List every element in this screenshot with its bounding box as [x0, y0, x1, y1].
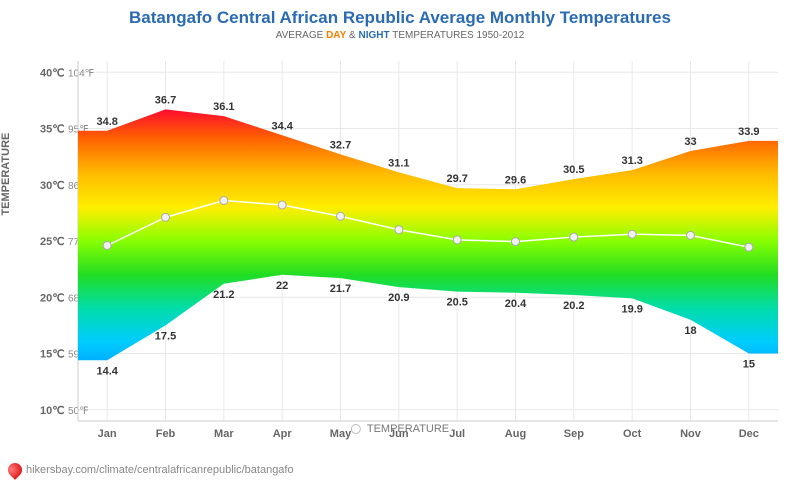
svg-text:25℃: 25℃	[40, 236, 65, 248]
svg-text:36.7: 36.7	[155, 94, 176, 106]
svg-text:40℃: 40℃	[40, 67, 65, 79]
chart-title: Batangafo Central African Republic Avera…	[0, 0, 800, 30]
footer-url: hikersbay.com/climate/centralafricanrepu…	[26, 464, 294, 476]
subtitle-amp: &	[346, 30, 358, 41]
svg-text:10℃: 10℃	[40, 405, 65, 417]
svg-text:Oct: Oct	[623, 428, 642, 440]
svg-text:34.4: 34.4	[271, 120, 293, 132]
svg-text:21.7: 21.7	[330, 283, 351, 295]
subtitle-suffix: TEMPERATURES 1950-2012	[390, 30, 525, 41]
svg-text:Nov: Nov	[680, 428, 702, 440]
svg-text:Jul: Jul	[449, 428, 465, 440]
subtitle-night: NIGHT	[359, 30, 390, 41]
svg-text:35℃: 35℃	[40, 124, 65, 136]
legend: TEMPERATURE	[351, 423, 449, 435]
chart-subtitle: AVERAGE DAY & NIGHT TEMPERATURES 1950-20…	[0, 30, 800, 41]
svg-text:31.3: 31.3	[621, 155, 642, 167]
svg-text:20.2: 20.2	[563, 300, 584, 312]
y-axis-label: TEMPERATURE	[0, 133, 12, 216]
svg-text:30.5: 30.5	[563, 164, 584, 176]
svg-text:22: 22	[276, 280, 288, 292]
svg-text:29.6: 29.6	[505, 174, 526, 186]
svg-text:Dec: Dec	[739, 428, 759, 440]
svg-text:32.7: 32.7	[330, 139, 351, 151]
svg-text:18: 18	[684, 325, 696, 337]
svg-text:Apr: Apr	[273, 428, 293, 440]
svg-text:20℃: 20℃	[40, 292, 65, 304]
legend-marker-icon	[351, 424, 361, 434]
legend-label: TEMPERATURE	[367, 423, 449, 435]
svg-text:19.9: 19.9	[621, 303, 642, 315]
svg-text:15℃: 15℃	[40, 349, 65, 361]
svg-text:17.5: 17.5	[155, 330, 176, 342]
svg-text:20.9: 20.9	[388, 292, 409, 304]
svg-text:20.5: 20.5	[446, 297, 467, 309]
svg-text:14.4: 14.4	[96, 365, 118, 377]
svg-text:May: May	[330, 428, 352, 440]
subtitle-day: DAY	[326, 30, 346, 41]
svg-text:104℉: 104℉	[68, 68, 94, 79]
subtitle-prefix: AVERAGE	[276, 30, 326, 41]
chart-svg: 10℃50℉15℃59℉20℃68℉25℃77℉30℃86℉35℃95℉40℃1…	[0, 41, 800, 461]
svg-text:29.7: 29.7	[446, 173, 467, 185]
svg-text:15: 15	[743, 359, 755, 371]
svg-text:Sep: Sep	[564, 428, 584, 440]
svg-text:Jan: Jan	[98, 428, 117, 440]
svg-text:31.1: 31.1	[388, 157, 409, 169]
svg-text:33.9: 33.9	[738, 126, 759, 138]
svg-text:20.4: 20.4	[505, 298, 527, 310]
svg-text:30℃: 30℃	[40, 180, 65, 192]
svg-text:33: 33	[684, 136, 696, 148]
chart-area: TEMPERATURE 10℃50℉15℃59℉20℃68℉25℃77℉30℃8…	[0, 41, 800, 461]
svg-text:Feb: Feb	[156, 428, 176, 440]
svg-text:Mar: Mar	[214, 428, 234, 440]
map-pin-icon	[5, 460, 25, 480]
svg-text:36.1: 36.1	[213, 101, 234, 113]
svg-text:34.8: 34.8	[96, 116, 117, 128]
svg-text:21.2: 21.2	[213, 289, 234, 301]
footer: hikersbay.com/climate/centralafricanrepu…	[0, 461, 800, 479]
svg-text:Aug: Aug	[505, 428, 526, 440]
